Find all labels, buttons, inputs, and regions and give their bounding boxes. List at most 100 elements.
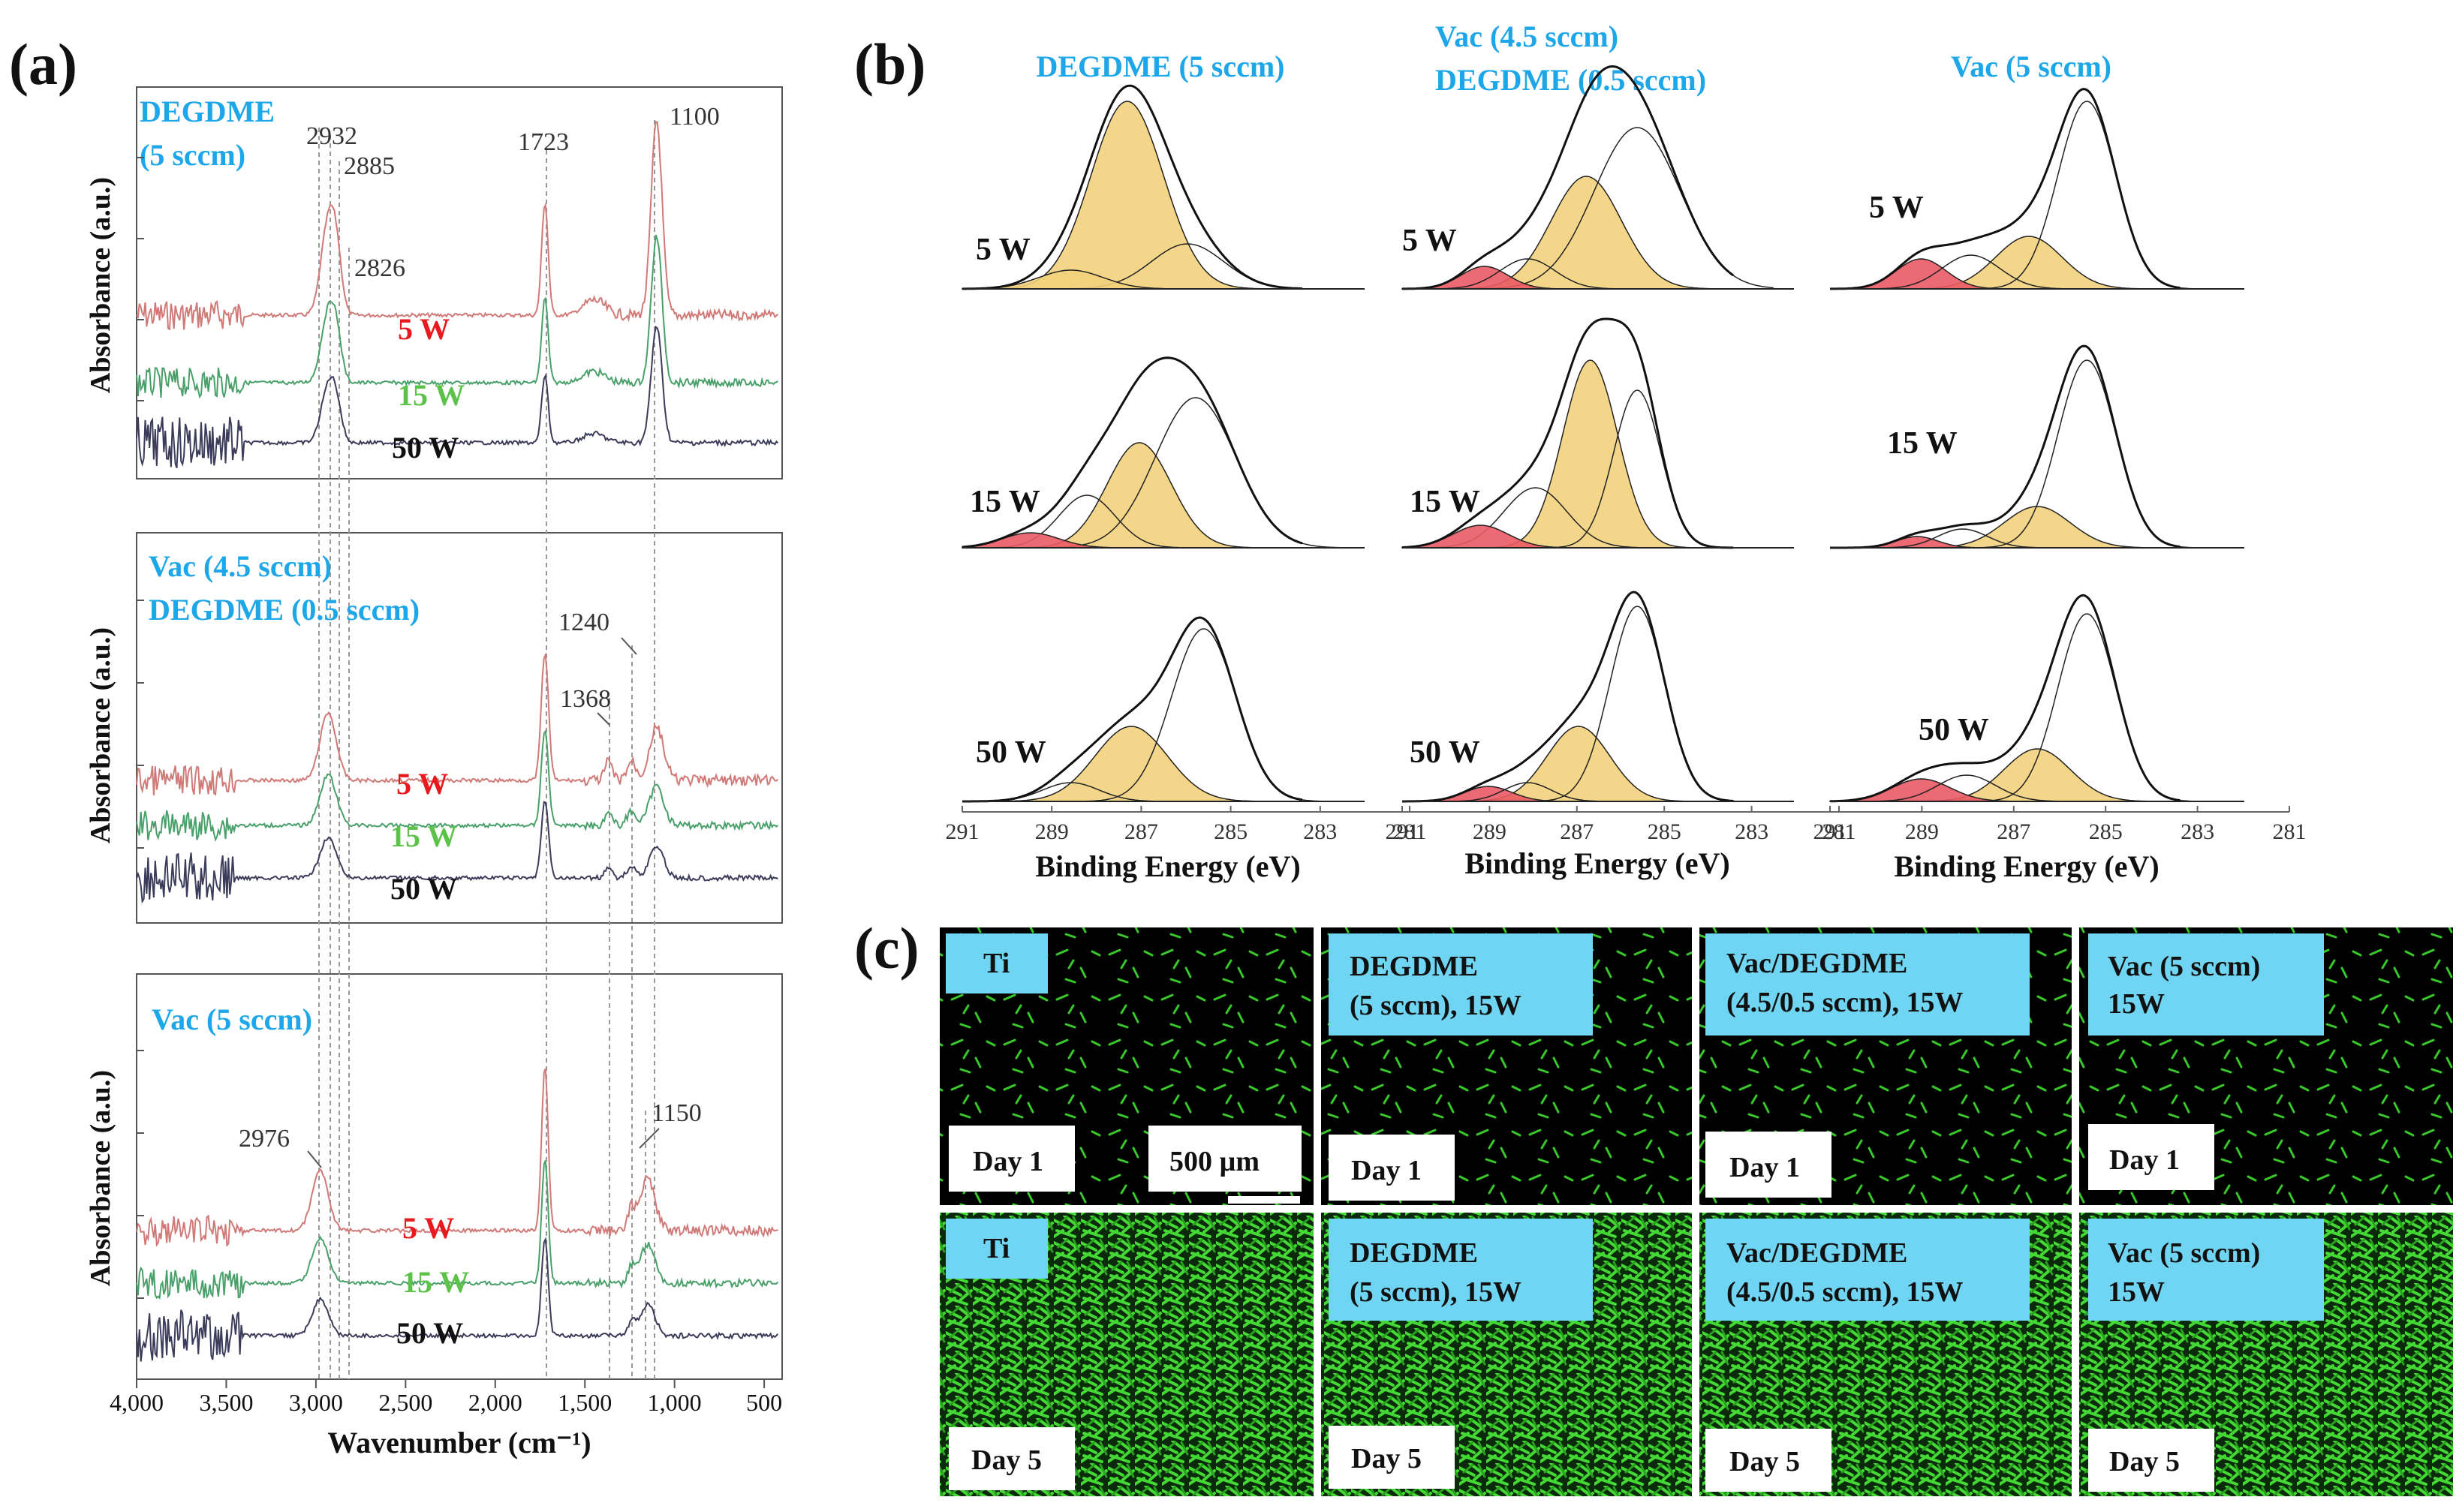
peak-1240: 1240 xyxy=(558,609,609,636)
label-vac-day5-l1: Vac (5 sccm) xyxy=(2108,1237,2260,1269)
scale-bar xyxy=(1228,1196,1300,1204)
xps-envelope xyxy=(1829,88,2181,290)
ftir-bottom-label-50w: 50 W xyxy=(396,1316,463,1350)
xps-r2c1-label: 15 W xyxy=(970,485,1040,519)
xps-r1c1-label: 5 W xyxy=(976,233,1031,267)
xps-x-tick-label: 291 xyxy=(1813,819,1847,844)
xps-envelope xyxy=(1402,65,1734,290)
peak-2932: 2932 xyxy=(306,122,357,150)
xps-plots xyxy=(962,65,2244,803)
xps-r2c2-label: 15 W xyxy=(1410,485,1480,519)
xps-x-tick-label: 291 xyxy=(1386,819,1419,844)
ftir-top-spectrum-15w xyxy=(136,234,778,399)
xps-component xyxy=(1402,176,1774,290)
ftir-middle-spectrum-15w xyxy=(136,729,778,842)
xps-envelope xyxy=(1402,591,1734,803)
ftir-ylabel-top: Absorbance (a.u.) xyxy=(85,177,116,393)
xps-x-tick-label: 281 xyxy=(2273,819,2307,844)
panel-b-label: (b) xyxy=(854,32,926,97)
label-degdme-day1-l2: (5 sccm), 15W xyxy=(1350,990,1521,1021)
xps-x-tick-label: 283 xyxy=(2181,819,2214,844)
ftir-top-spectrum-5w xyxy=(136,121,779,331)
ftir-x-tick-label: 1,000 xyxy=(648,1389,702,1416)
xps-x-tick-label: 287 xyxy=(1560,819,1594,844)
xps-envelope xyxy=(962,356,1303,549)
ftir-ylabel-middle: Absorbance (a.u.) xyxy=(85,627,116,843)
ftir-frame-middle xyxy=(136,532,783,924)
ftir-top-label-50w: 50 W xyxy=(392,431,459,464)
ftir-x-tick-label: 3,500 xyxy=(199,1389,253,1416)
xps-r2c3-label: 15 W xyxy=(1887,426,1958,461)
ftir-x-tick-label: 1,500 xyxy=(558,1389,612,1416)
xps-x-tick-label: 281 xyxy=(1822,819,1856,844)
ftir-title-top-line1: DEGDME xyxy=(140,95,275,128)
xps-x-tick-label: 289 xyxy=(1905,819,1939,844)
label-vac-day5-l2: 15W xyxy=(2108,1276,2165,1308)
xps-x-tick-label: 289 xyxy=(1035,819,1069,844)
day1-label-ti: Day 1 xyxy=(973,1146,1043,1177)
xps-x-tick-label: 285 xyxy=(1648,819,1681,844)
label-vac-day1-l1: Vac (5 sccm) xyxy=(2108,951,2260,982)
day5-label-degdme: Day 5 xyxy=(1351,1443,1422,1474)
ftir-top-spectrum-50w xyxy=(136,325,779,469)
xps-r3c1-label: 50 W xyxy=(976,735,1046,770)
label-vacdegdme-day5-l2: (4.5/0.5 sccm), 15W xyxy=(1726,1276,1964,1308)
ftir-middle-label-50w: 50 W xyxy=(390,872,457,906)
xps-x-tick-label: 285 xyxy=(2089,819,2123,844)
xps-x-tick-label: 283 xyxy=(1303,819,1337,844)
peak-2826: 2826 xyxy=(354,254,405,282)
panel-c-label: (c) xyxy=(854,915,919,981)
xps-xlabel-col1: Binding Energy (eV) xyxy=(1035,849,1300,883)
ftir-x-tick-label: 500 xyxy=(746,1389,782,1416)
ftir-top-label-5w: 5 W xyxy=(398,312,450,346)
ftir-middle-label-15w: 15 W xyxy=(390,819,457,853)
label-degdme-day5-l1: DEGDME xyxy=(1350,1237,1478,1269)
ftir-middle-spectrum-50w xyxy=(136,801,778,904)
xps-x-tick-label: 287 xyxy=(1124,819,1158,844)
day1-label-vacdegdme: Day 1 xyxy=(1729,1152,1800,1183)
peak-1368: 1368 xyxy=(560,685,611,713)
xps-x-tick-label: 285 xyxy=(1214,819,1248,844)
xps-envelope xyxy=(1830,344,2181,549)
xps-xlabel-col3: Binding Energy (eV) xyxy=(1894,849,2159,883)
day5-label-vacdegdme: Day 5 xyxy=(1729,1446,1800,1477)
xps-envelope xyxy=(1401,317,1734,549)
day1-label-degdme: Day 1 xyxy=(1351,1155,1422,1186)
xps-x-tick-label: 287 xyxy=(1997,819,2030,844)
micrograph-grid: Ti DEGDME (5 sccm), 15W Vac/DEGDME (4.5/… xyxy=(940,927,2453,1496)
xps-envelope xyxy=(1829,594,2181,803)
label-vac-day1-l2: 15W xyxy=(2108,988,2165,1020)
day5-label-vac: Day 5 xyxy=(2109,1446,2180,1477)
xps-x-tick-label: 289 xyxy=(1473,819,1506,844)
label-vacdegdme-day1-l1: Vac/DEGDME xyxy=(1726,948,1907,979)
ftir-x-axis: 4,000 3,500 3,000 2,500 2,000 1,500 1,000 500 xyxy=(110,1379,782,1416)
peak-1150: 1150 xyxy=(652,1099,702,1127)
ftir-x-tick-label: 2,500 xyxy=(378,1389,432,1416)
ftir-title-bottom: Vac (5 sccm) xyxy=(152,1002,312,1036)
xps-col2-title-line2: DEGDME (0.5 sccm) xyxy=(1435,63,1706,97)
ftir-middle-label-5w: 5 W xyxy=(396,767,448,801)
peak-1100: 1100 xyxy=(670,103,720,131)
xps-r1c3-label: 5 W xyxy=(1869,191,1924,225)
ftir-frame-top xyxy=(136,86,783,479)
xps-component xyxy=(1402,359,1774,549)
xps-envelope xyxy=(962,84,1302,290)
panel-a-label: (a) xyxy=(9,32,77,97)
day5-label-ti: Day 5 xyxy=(971,1444,1042,1476)
ftir-spectra xyxy=(136,121,779,1362)
ftir-xlabel: Wavenumber (cm⁻¹) xyxy=(327,1426,591,1459)
ftir-x-tick-label: 2,000 xyxy=(468,1389,522,1416)
ftir-panel: DEGDME (5 sccm) Vac (4.5 sccm) DEGDME (0… xyxy=(85,86,783,1459)
ftir-bottom-spectrum-50w xyxy=(136,1237,779,1362)
xps-panel: DEGDME (5 sccm) Vac (4.5 sccm) DEGDME (0… xyxy=(946,20,2307,883)
xps-x-tick-label: 291 xyxy=(946,819,980,844)
label-degdme-day1-l1: DEGDME xyxy=(1350,951,1478,982)
ftir-ylabel-bottom: Absorbance (a.u.) xyxy=(85,1070,116,1286)
xps-col2-title-line1: Vac (4.5 sccm) xyxy=(1435,20,1618,53)
ftir-title-middle-line2: DEGDME (0.5 sccm) xyxy=(149,593,420,627)
scale-bar-label: 500 µm xyxy=(1169,1146,1260,1177)
xps-col3-title: Vac (5 sccm) xyxy=(1951,50,2111,83)
ftir-bottom-label-5w: 5 W xyxy=(402,1211,454,1245)
